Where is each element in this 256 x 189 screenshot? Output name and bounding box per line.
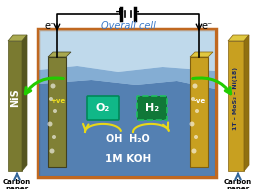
Text: Carbon
paper
substrate: Carbon paper substrate — [0, 179, 36, 189]
Circle shape — [195, 109, 199, 113]
Text: 1T – MoS₂ – Ni(18): 1T – MoS₂ – Ni(18) — [233, 67, 239, 129]
Polygon shape — [39, 66, 215, 89]
Bar — [190, 57, 208, 167]
Text: -ve: -ve — [194, 98, 206, 104]
Polygon shape — [48, 52, 71, 57]
Circle shape — [191, 149, 197, 153]
Text: +ve: +ve — [50, 98, 66, 104]
Bar — [8, 41, 22, 171]
Circle shape — [52, 135, 56, 139]
Polygon shape — [244, 35, 249, 171]
Text: +: + — [114, 7, 124, 17]
Text: Carbon
paper
substrate: Carbon paper substrate — [219, 179, 256, 189]
Circle shape — [50, 84, 56, 88]
Text: O₂: O₂ — [96, 103, 110, 113]
Circle shape — [49, 97, 53, 101]
Text: e⁻: e⁻ — [45, 21, 56, 31]
Bar — [38, 29, 216, 177]
Text: -: - — [135, 7, 139, 17]
Polygon shape — [39, 30, 215, 72]
Bar — [228, 41, 244, 171]
Text: H₂: H₂ — [145, 103, 159, 113]
Text: OH  H₂O: OH H₂O — [106, 134, 150, 144]
FancyBboxPatch shape — [87, 96, 119, 120]
Polygon shape — [190, 52, 213, 57]
Polygon shape — [8, 35, 27, 41]
Polygon shape — [22, 35, 27, 171]
Text: Overall cell: Overall cell — [101, 21, 155, 31]
Circle shape — [193, 84, 197, 88]
Circle shape — [53, 109, 57, 113]
FancyBboxPatch shape — [137, 96, 167, 120]
Circle shape — [48, 122, 52, 126]
Circle shape — [191, 97, 195, 101]
Polygon shape — [228, 35, 249, 41]
Bar — [48, 57, 66, 167]
Text: 1M KOH: 1M KOH — [105, 154, 151, 164]
Circle shape — [49, 149, 55, 153]
Polygon shape — [39, 80, 215, 176]
Text: e⁻: e⁻ — [201, 21, 212, 31]
Circle shape — [189, 122, 195, 126]
Circle shape — [194, 135, 198, 139]
Text: NiS: NiS — [10, 89, 20, 107]
